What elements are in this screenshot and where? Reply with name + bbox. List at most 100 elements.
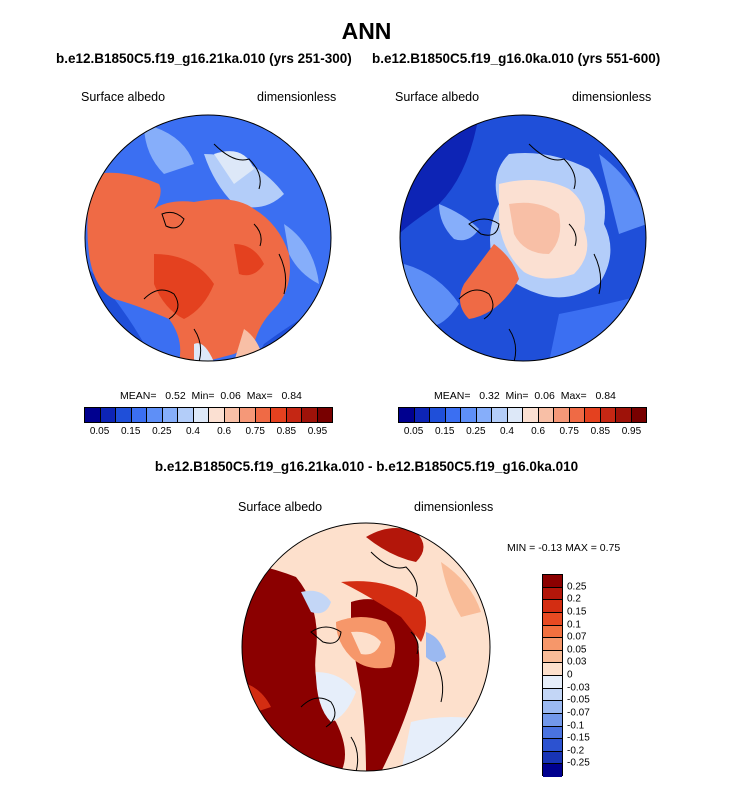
figure-title: ANN [341, 18, 392, 44]
colorbar-swatch [286, 408, 302, 422]
colorbar-swatch [271, 408, 287, 422]
colorbar-tick-label: 0.85 [590, 426, 611, 437]
left-polar-map [84, 114, 332, 362]
colorbar-tick-label: 0.1 [567, 619, 581, 630]
colorbar-tick-label: 0.25 [466, 426, 486, 437]
colorbar-swatch [116, 408, 132, 422]
colorbar-tick-label: 0.15 [120, 426, 141, 437]
colorbar-swatch [543, 739, 562, 752]
colorbar-swatch [224, 408, 240, 422]
colorbar-tick-label: 0.95 [307, 426, 328, 437]
colorbar-swatch [543, 713, 562, 727]
colorbar-swatch [543, 688, 562, 702]
colorbar-tick-label: -0.25 [567, 757, 590, 769]
diff-variable-label: Surface albedo [238, 500, 323, 514]
colorbar-swatch [543, 676, 562, 689]
right-variable-label: Surface albedo [395, 90, 480, 104]
colorbar-swatch [600, 408, 616, 422]
colorbar-tick-label: 0.85 [276, 426, 297, 437]
colorbar-swatch [507, 408, 523, 422]
colorbar-tick-label: -0.15 [567, 732, 590, 744]
colorbar-swatch [538, 408, 554, 422]
colorbar-tick-label: 0.75 [245, 426, 265, 437]
colorbar-swatch [445, 408, 461, 422]
colorbar-tick-label: 0.05 [89, 426, 110, 437]
colorbar-swatch [162, 408, 178, 422]
colorbar-swatch [461, 408, 477, 422]
colorbar-swatch [85, 408, 101, 422]
colorbar-tick-label: 0.95 [621, 426, 642, 437]
colorbar-swatch [543, 751, 562, 765]
colorbar-swatch [543, 600, 562, 613]
colorbar-swatch [543, 726, 562, 740]
right-units-label: dimensionless [572, 90, 652, 104]
colorbar-tick-label: 0.07 [567, 631, 587, 643]
colorbar-swatch [543, 587, 562, 601]
colorbar-swatch [585, 408, 601, 422]
colorbar-tick-label: 0.03 [567, 656, 587, 668]
diff-units-label: dimensionless [414, 500, 494, 514]
colorbar-swatch [569, 408, 585, 422]
colorbar-swatch [131, 408, 147, 422]
right-stats: MEAN= 0.32 Min= 0.06 Max= 0.84 [434, 390, 616, 402]
left-units-label: dimensionless [257, 90, 337, 104]
colorbar-swatch [476, 408, 492, 422]
colorbar-tick-label: 0.6 [217, 426, 232, 437]
colorbar-swatch [399, 408, 415, 422]
left-variable-label: Surface albedo [81, 90, 166, 104]
difference-colorbar-ticks: 0.25 0.2 0.15 0.1 0.07 0.05 0.03 0 -0.03 -0.05 -0.… [567, 574, 607, 776]
colorbar-swatch [240, 408, 256, 422]
colorbar-swatch [302, 408, 318, 422]
colorbar-tick-label: -0.03 [567, 682, 590, 694]
colorbar-tick-label: -0.07 [567, 707, 590, 719]
right-polar-map [399, 114, 647, 362]
colorbar-swatch [543, 701, 562, 714]
colorbar-tick-label: 0 [567, 669, 573, 681]
right-colorbar-ticks: 0.05 0.15 0.25 0.4 0.6 0.75 0.85 0.95 [398, 426, 647, 440]
difference-colorbar [542, 574, 563, 777]
left-colorbar-ticks: 0.05 0.15 0.25 0.4 0.6 0.75 0.85 0.95 [84, 426, 333, 440]
colorbar-swatch [193, 408, 209, 422]
difference-title: b.e12.B1850C5.f19_g16.21ka.010 - b.e12.B… [154, 459, 579, 474]
colorbar-tick-label: -0.05 [567, 694, 590, 706]
right-panel-case-title: b.e12.B1850C5.f19_g16.0ka.010 (yrs 551-6… [372, 51, 661, 66]
left-stats: MEAN= 0.52 Min= 0.06 Max= 0.84 [120, 390, 302, 402]
colorbar-swatch [414, 408, 430, 422]
colorbar-swatch [616, 408, 632, 422]
colorbar-tick-label: 0.15 [567, 606, 587, 618]
colorbar-swatch [543, 625, 562, 639]
left-panel-case-title: b.e12.B1850C5.f19_g16.21ka.010 (yrs 251-… [56, 51, 352, 66]
colorbar-tick-label: -0.1 [567, 720, 585, 731]
colorbar-swatch [543, 650, 562, 664]
colorbar-swatch [147, 408, 163, 422]
colorbar-tick-label: 0.05 [403, 426, 424, 437]
colorbar-swatch [430, 408, 446, 422]
colorbar-tick-label: 0.25 [152, 426, 172, 437]
colorbar-swatch [100, 408, 116, 422]
colorbar-swatch [543, 638, 562, 651]
colorbar-tick-label: 0.25 [567, 581, 587, 593]
colorbar-tick-label: -0.2 [567, 745, 585, 757]
colorbar-swatch [543, 612, 562, 626]
colorbar-swatch [543, 575, 562, 588]
colorbar-tick-label: 0.15 [434, 426, 455, 437]
colorbar-swatch [178, 408, 194, 422]
difference-polar-map [241, 522, 491, 772]
right-colorbar [398, 407, 647, 423]
colorbar-swatch [317, 408, 332, 422]
colorbar-tick-label: 0.4 [499, 426, 514, 437]
colorbar-swatch [631, 408, 646, 422]
colorbar-tick-label: 0.6 [531, 426, 546, 437]
diff-stats: MIN = -0.13 MAX = 0.75 [507, 542, 621, 554]
colorbar-tick-label: 0.4 [185, 426, 200, 437]
colorbar-tick-label: 0.05 [567, 644, 587, 656]
colorbar-swatch [492, 408, 508, 422]
colorbar-swatch [209, 408, 225, 422]
colorbar-swatch [543, 663, 562, 676]
colorbar-swatch [255, 408, 271, 422]
colorbar-swatch [554, 408, 570, 422]
colorbar-swatch [523, 408, 539, 422]
colorbar-swatch [543, 764, 562, 777]
left-colorbar [84, 407, 333, 423]
colorbar-tick-label: 0.2 [567, 593, 581, 605]
